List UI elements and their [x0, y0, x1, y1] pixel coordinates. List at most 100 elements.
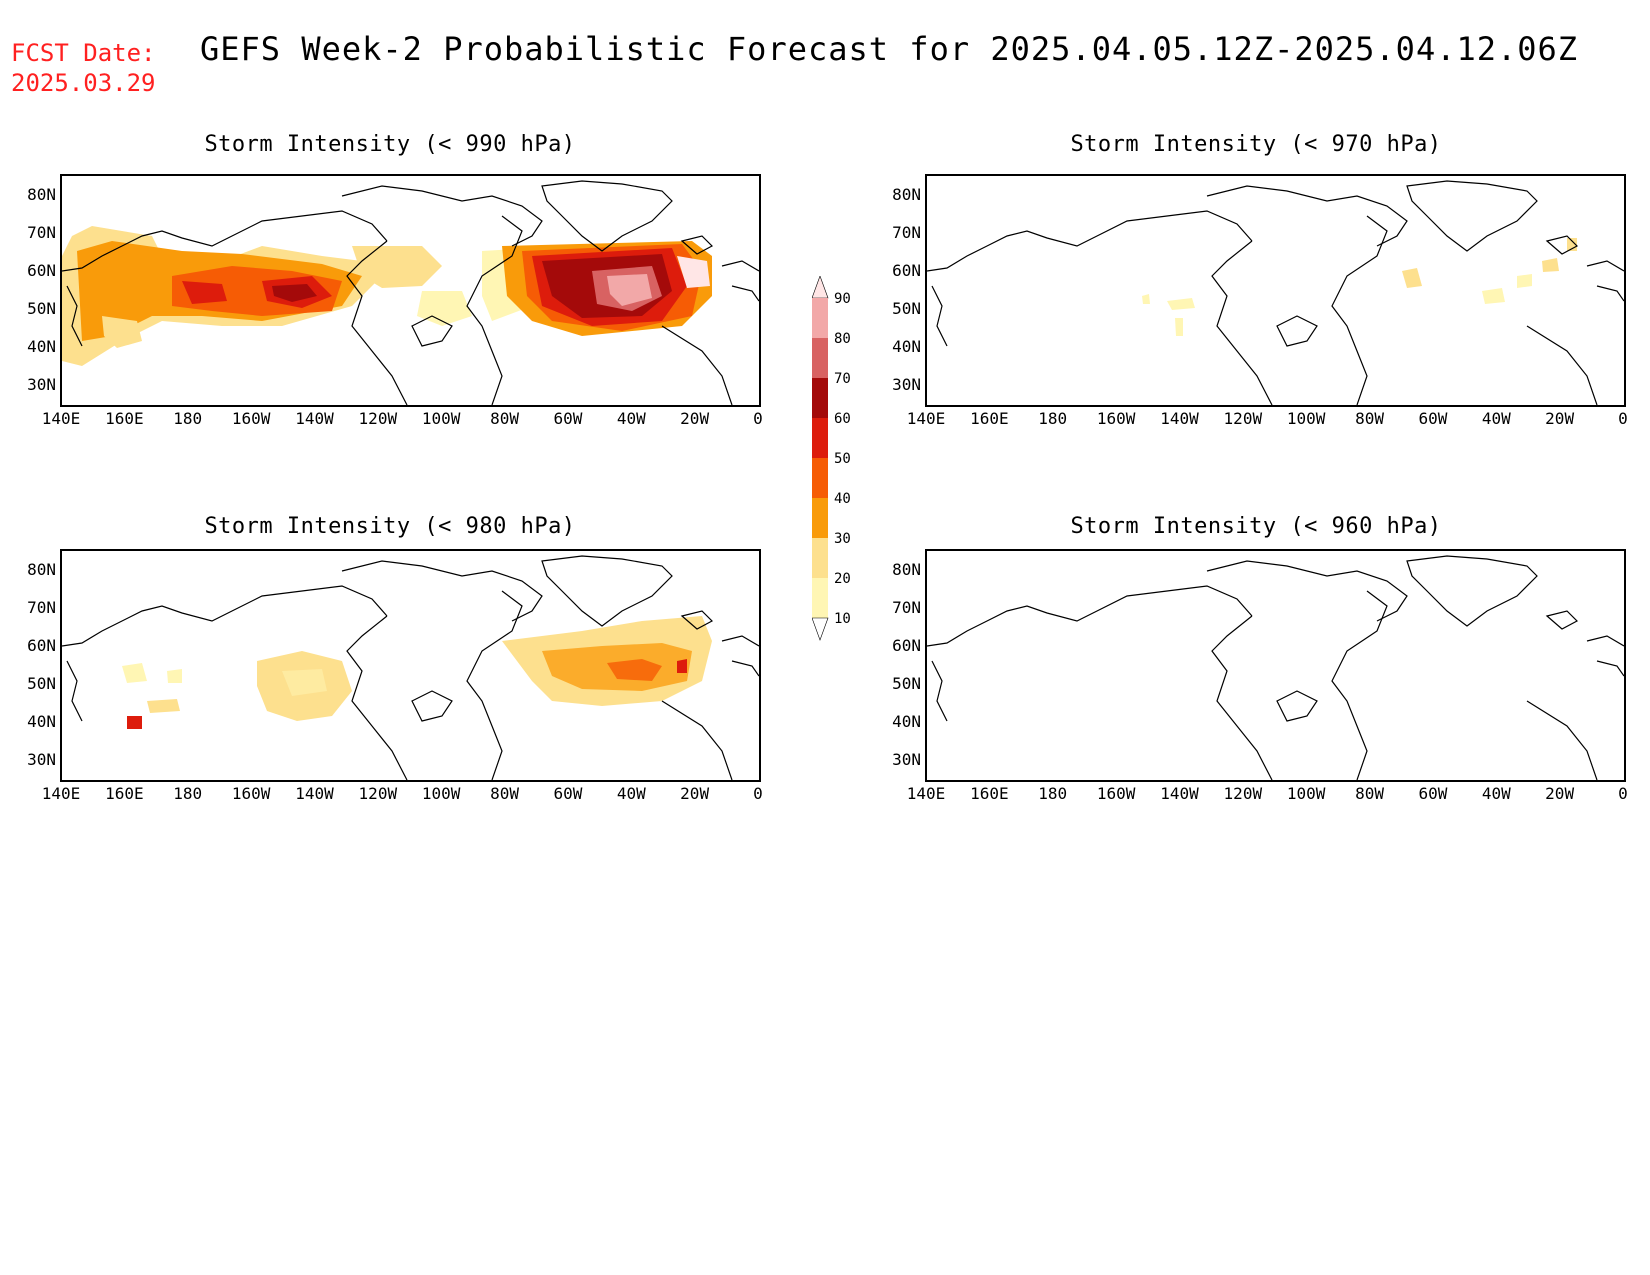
map-970-graphic [927, 180, 1624, 405]
lon-tick-label: 20W [1545, 784, 1575, 803]
lon-tick-label: 40W [616, 784, 646, 803]
lon-tick-label: 140W [295, 409, 334, 428]
lon-tick-label: 120W [358, 409, 398, 428]
lon-tick-label: 100W [421, 784, 461, 803]
colorbar-swatch [812, 298, 828, 338]
lon-tick-label: 0 [1618, 784, 1628, 803]
lon-tick-label: 60W [553, 409, 583, 428]
map-990-graphic [62, 180, 759, 405]
map-panel-990 [60, 174, 761, 407]
colorbar-label: 90 [834, 291, 851, 307]
colorbar-label: 50 [834, 451, 851, 467]
lat-tick-label: 30N [892, 375, 921, 394]
fcst-date-block: FCST Date: 2025.03.29 [11, 38, 156, 98]
lon-tick-label: 80W [490, 409, 519, 428]
lon-tick-label: 100W [1286, 784, 1326, 803]
lon-tick-label: 180 [1038, 784, 1068, 803]
colorbar-label: 80 [834, 331, 851, 347]
lat-tick-label: 50N [892, 674, 921, 693]
lon-tick-label: 60W [1418, 784, 1448, 803]
colorbar-label: 20 [834, 571, 851, 587]
lat-tick-label: 60N [27, 261, 56, 280]
lat-tick-label: 70N [27, 223, 56, 242]
lat-tick-label: 40N [892, 712, 921, 731]
lat-tick-label: 80N [892, 185, 921, 204]
page-title: GEFS Week-2 Probabilistic Forecast for 2… [200, 30, 1579, 68]
fcst-date-value: 2025.03.29 [11, 69, 156, 97]
lon-tick-label: 160E [105, 784, 144, 803]
coastlines-970 [927, 180, 1624, 405]
colorbar-graphic: 10 20 30 40 50 60 70 80 90 [811, 275, 851, 641]
colorbar-label: 60 [834, 411, 851, 427]
lat-tick-label: 70N [892, 598, 921, 617]
colorbar-label: 10 [834, 611, 851, 627]
lon-tick-label: 60W [1418, 409, 1448, 428]
lon-tick-label: 0 [753, 784, 763, 803]
lat-tick-label: 70N [892, 223, 921, 242]
map-960-graphic [927, 555, 1624, 780]
coastlines-980 [62, 555, 759, 780]
lon-tick-label: 180 [173, 409, 203, 428]
lon-tick-label: 40W [616, 409, 646, 428]
lat-tick-label: 60N [892, 636, 921, 655]
lon-tick-label: 140W [295, 784, 334, 803]
lon-tick-label: 0 [1618, 409, 1628, 428]
coastlines-960 [927, 555, 1624, 780]
shading-980 [122, 616, 712, 729]
lat-tick-label: 40N [27, 337, 56, 356]
lon-tick-label: 140E [906, 784, 946, 803]
lat-tick-label: 50N [27, 674, 56, 693]
lat-tick-label: 80N [27, 185, 56, 204]
lat-tick-label: 40N [892, 337, 921, 356]
lon-tick-label: 140W [1160, 409, 1199, 428]
lon-tick-label: 160W [231, 409, 271, 428]
colorbar: 10 20 30 40 50 60 70 80 90 [811, 275, 872, 690]
shading-970 [1142, 238, 1577, 336]
lon-tick-label: 140E [41, 784, 81, 803]
lon-tick-label: 160W [1096, 409, 1136, 428]
colorbar-bottom-arrow [811, 617, 829, 641]
colorbar-label: 70 [834, 371, 851, 387]
colorbar-swatch [812, 338, 828, 378]
map-980-graphic [62, 555, 759, 780]
lon-tick-label: 80W [1355, 409, 1384, 428]
colorbar-swatch [812, 578, 828, 618]
lon-tick-label: 140W [1160, 784, 1199, 803]
lon-tick-label: 160E [105, 409, 144, 428]
lat-tick-label: 80N [27, 560, 56, 579]
map-panel-980 [60, 549, 761, 782]
colorbar-label: 40 [834, 491, 851, 507]
colorbar-top-arrow [811, 275, 829, 299]
lon-tick-label: 80W [1355, 784, 1384, 803]
lat-tick-label: 70N [27, 598, 56, 617]
lat-tick-label: 50N [892, 299, 921, 318]
lat-tick-label: 60N [27, 636, 56, 655]
lon-tick-label: 80W [490, 784, 519, 803]
lon-tick-label: 120W [1223, 409, 1263, 428]
coastlines-990 [62, 180, 759, 405]
lon-tick-label: 100W [1286, 409, 1326, 428]
lon-tick-label: 160W [231, 784, 271, 803]
colorbar-swatch [812, 378, 828, 418]
lon-tick-label: 120W [1223, 784, 1263, 803]
colorbar-swatch [812, 498, 828, 538]
lon-tick-label: 60W [553, 784, 583, 803]
shading-990 [62, 226, 712, 366]
lon-tick-label: 180 [1038, 409, 1068, 428]
lat-tick-label: 50N [27, 299, 56, 318]
lon-tick-label: 160E [970, 409, 1009, 428]
lon-tick-label: 40W [1481, 409, 1511, 428]
panel-title-980: Storm Intensity (< 980 hPa) [204, 514, 576, 539]
lat-tick-label: 40N [27, 712, 56, 731]
lat-tick-label: 60N [892, 261, 921, 280]
panel-title-990: Storm Intensity (< 990 hPa) [204, 132, 576, 157]
lat-tick-label: 30N [27, 375, 56, 394]
lat-tick-label: 80N [892, 560, 921, 579]
lon-tick-label: 160W [1096, 784, 1136, 803]
lat-tick-label: 30N [892, 750, 921, 769]
map-panel-960 [925, 549, 1626, 782]
fcst-date-label: FCST Date: [11, 39, 156, 67]
panel-title-960: Storm Intensity (< 960 hPa) [1070, 514, 1442, 539]
lon-tick-label: 120W [358, 784, 398, 803]
lon-tick-label: 0 [753, 409, 763, 428]
